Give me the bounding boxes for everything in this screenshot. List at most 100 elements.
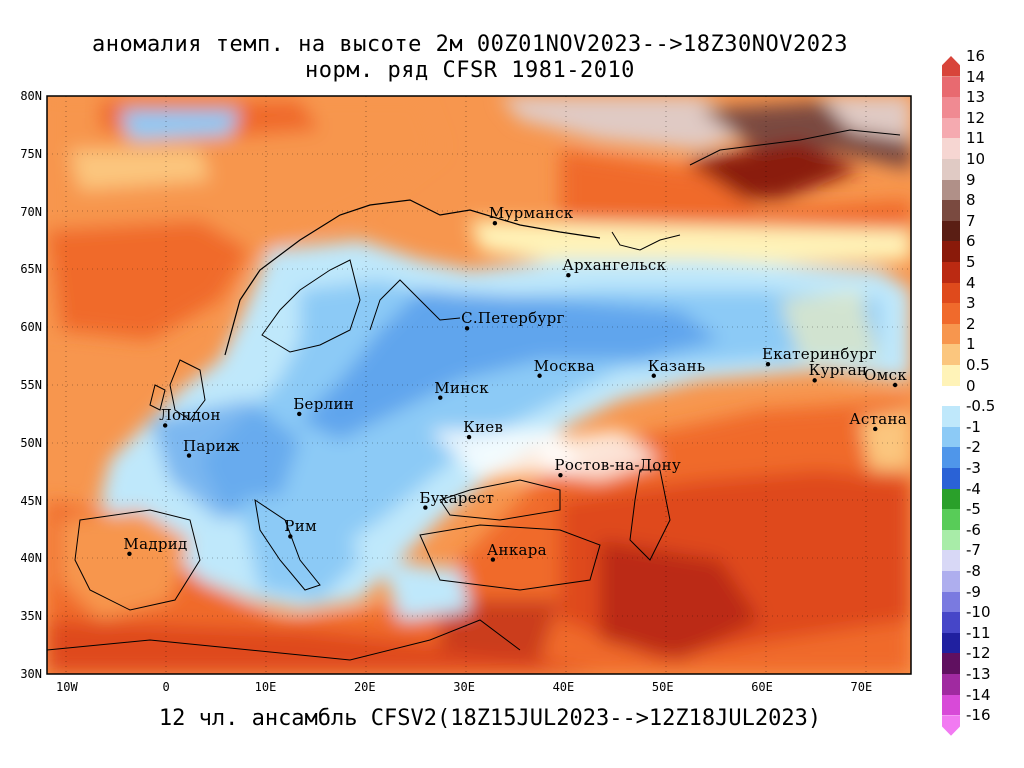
colorbar-swatch [942,715,960,736]
latitude-tick-label: 75N [20,146,42,161]
colorbar-swatch [942,488,960,510]
city-dot [466,434,472,440]
colorbar-swatch [942,571,960,592]
city-label: Москва [533,356,595,375]
colorbar-label: 12 [966,108,986,127]
city-label: Париж [183,436,240,455]
colorbar-swatch [942,117,960,139]
colorbar-label: -6 [966,520,981,539]
city-label: Мадрид [123,534,188,553]
colorbar-swatch [942,282,960,304]
city-dot [812,378,817,383]
longitude-tick-label: 20E [353,680,376,694]
colorbar-swatch [942,179,960,201]
colorbar-swatch [942,612,960,633]
ensemble-footer: 12 чл. ансамбль CFSV2(18Z15JUL2023-->12Z… [158,706,822,731]
longitude-tick-label: 50E [651,680,674,694]
colorbar-label: 0.5 [966,356,990,374]
colorbar-label: 9 [966,170,976,189]
colorbar-swatch [942,385,960,407]
colorbar-label: 16 [966,47,986,65]
city-dot [566,272,571,278]
colorbar-label: -12 [966,644,991,663]
longitude-tick-label: 70E [850,680,873,694]
colorbar-label: 3 [966,294,976,313]
colorbar-label: 6 [966,232,976,251]
colorbar-swatch [942,426,960,448]
map-title: аномалия темп. на высоте 2м 00Z01NOV2023… [92,32,848,57]
city-label: Минск [434,378,489,397]
city-label: Рим [284,517,317,536]
colorbar-label: -5 [966,500,981,519]
colorbar-swatch [942,76,960,98]
city-dot [464,326,470,331]
city-label: Лондон [159,406,221,425]
colorbar-swatch [942,138,960,159]
map-subtitle: норм. ряд CFSR 1981-2010 [305,58,635,83]
city-label: Ростов-на-Дону [554,456,682,475]
colorbar-swatch [942,365,960,386]
colorbar-label: 1 [966,335,976,354]
colorbar-swatch [942,241,960,262]
colorbar-label: -11 [966,623,991,642]
colorbar-swatch [942,550,960,571]
city-dot [186,453,192,458]
city-label: Омск [864,366,907,384]
colorbar-swatch [942,694,960,716]
colorbar-swatch [942,159,960,180]
city-label: Астана [849,409,907,428]
colorbar-swatch [942,632,960,654]
colorbar-label: 8 [966,191,976,210]
longitude-tick-label: 40E [552,680,575,694]
city-label: Киев [463,418,504,437]
city-dot [162,423,168,428]
colorbar-label: -16 [966,706,991,725]
city-label: Бухарест [419,488,495,507]
city-dot [558,472,563,478]
colorbar-label: -2 [966,438,981,457]
colorbar-swatch [942,97,960,118]
latitude-tick-label: 80N [20,89,42,103]
colorbar-swatch [942,56,960,77]
colorbar-label: 0 [966,376,976,395]
colorbar-swatch [942,406,960,427]
colorbar-label: -10 [966,603,991,622]
latitude-tick-label: 30N [20,667,42,681]
city-dot [873,426,878,432]
longitude-tick-label: 60E [751,680,773,694]
city-markers [127,220,898,562]
longitude-tick-label: 30E [453,680,475,694]
latitude-tick-label: 45N [20,493,42,508]
latitude-tick-label: 65N [20,262,42,277]
colorbar-swatch [942,591,960,613]
city-dot [537,373,542,378]
colorbar-label: -7 [966,541,981,560]
city-label: Анкара [486,540,547,559]
city-label: Казань [647,356,706,375]
colorbar-swatch [942,200,960,221]
anomaly-field [47,96,911,674]
colorbar-label: 7 [966,211,976,230]
colorbar-label: 13 [966,88,986,107]
city-dot [127,551,132,556]
latitude-tick-label: 50N [20,435,42,450]
latitude-tick-label: 40N [20,551,42,566]
city-label: Берлин [293,394,355,413]
colorbar-label: 2 [966,314,976,333]
latitude-tick-label: 60N [20,320,42,335]
colorbar-label: -1 [966,417,981,436]
colorbar-swatch [942,220,960,242]
colorbar-swatch [942,653,960,674]
longitude-tick-label: 0 [162,680,170,694]
colorbar-label: -3 [966,459,981,477]
colorbar-swatch [942,674,960,695]
colorbar-swatch [942,529,960,551]
map-frame [46,95,912,675]
colorbar-swatch [942,262,960,283]
colorbar-label: -0.5 [966,397,996,416]
longitude-tick-label: 10E [254,680,277,694]
city-label: Екатеринбург [761,345,877,364]
city-dot [423,505,428,510]
colorbar-label: 10 [966,150,986,168]
